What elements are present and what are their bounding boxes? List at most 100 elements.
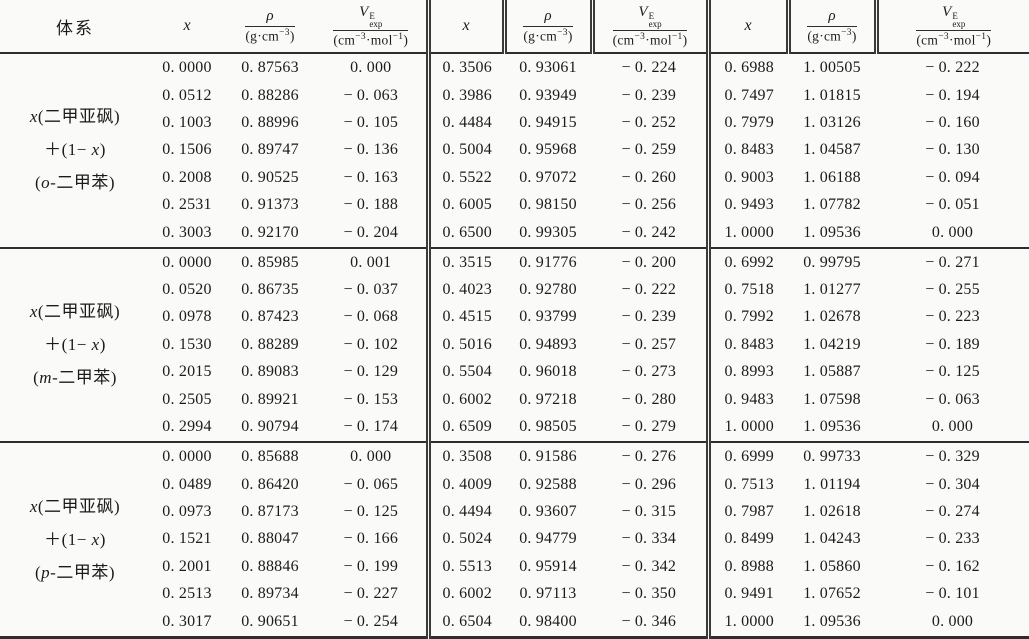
rho-value-cell: 0. 97072: [519, 168, 577, 186]
rho-value-cell: 0. 85985: [241, 253, 299, 271]
vexp-value-cell: 0. 000: [931, 418, 974, 436]
x-value-cell: 0. 3508: [425, 442, 504, 472]
x-value-cell: 0. 6988: [705, 53, 788, 82]
vexp-value-cell: − 0. 271: [925, 253, 980, 271]
x-value-cell: 0. 4494: [425, 498, 504, 526]
vexp-unit-exponent-2: −1: [392, 32, 404, 43]
vexp-value-cell: − 0. 136: [343, 141, 399, 159]
vexp-value-cell: − 0. 105: [343, 113, 399, 131]
x-value-cell: 0. 2505: [162, 390, 212, 408]
vexp-value-cell: − 0. 274: [925, 503, 980, 521]
system-label-cell: x(二甲亚砜) ＋(1− x) (m-二甲苯): [0, 248, 150, 443]
x-value-cell: 0. 2513: [162, 585, 212, 603]
system-x2: x: [91, 140, 100, 160]
vexp-value-cell: − 0. 224: [621, 58, 677, 76]
table-row: 0. 1506 0. 89747 − 0. 136 0. 5004 0. 95968 − …: [0, 136, 1029, 164]
header-x: x: [425, 0, 504, 53]
vexp-value-cell: − 0. 188: [343, 195, 399, 213]
rho-value-cell: 1. 05887: [803, 363, 861, 381]
x-value-cell: 0. 7513: [705, 471, 788, 499]
table-row: 0. 2513 0. 89734 − 0. 227 0. 6002 0. 97113 − …: [0, 580, 1029, 608]
vexp-value-cell: − 0. 051: [925, 195, 980, 213]
rho-fraction: ρ (g·cm−3): [523, 8, 573, 44]
x-value-cell: 0. 1521: [162, 530, 212, 548]
rho-value-cell: 0. 87563: [241, 58, 299, 76]
x-value-cell: 0. 5522: [425, 163, 504, 192]
x-value-cell: 0. 7518: [705, 276, 788, 304]
vexp-subscript: exp: [648, 19, 662, 30]
rho-value-cell: 0. 98400: [519, 612, 577, 630]
x-value-cell: 0. 0000: [162, 448, 212, 466]
table-row: 0. 3017 0. 90651 − 0. 254 0. 6504 0. 98400 − …: [0, 607, 1029, 638]
vexp-value-cell: − 0. 194: [925, 86, 980, 104]
rho-value-cell: 0. 88996: [241, 113, 299, 131]
x-value-cell: 0. 0973: [162, 503, 212, 521]
rho-value-cell: 0. 94915: [519, 113, 577, 131]
rho-unit-post: ): [567, 28, 573, 44]
rho-value-cell: 0. 97218: [519, 390, 577, 408]
x-value-cell: 1. 0000: [705, 607, 788, 638]
vexp-value-cell: 0. 000: [350, 58, 392, 76]
vexp-value-cell: − 0. 239: [621, 86, 677, 104]
x-value-cell: 0. 2008: [162, 168, 212, 186]
vexp-value-cell: − 0. 102: [343, 335, 399, 353]
rho-value-cell: 0. 87173: [241, 503, 299, 521]
x-value-cell: 0. 0000: [162, 58, 212, 76]
vexp-value-cell: − 0. 346: [621, 612, 677, 630]
rho-value-cell: 0. 89747: [241, 141, 299, 159]
system-x2: x: [91, 334, 100, 354]
rho-value-cell: 1. 04587: [803, 141, 861, 159]
x-value-cell: 0. 9491: [705, 580, 788, 608]
rho-fraction: ρ (g·cm−3): [807, 7, 857, 44]
vexp-value-cell: − 0. 276: [621, 448, 677, 466]
rho-value-cell: 1. 01194: [803, 475, 861, 493]
x-value-cell: 0. 5504: [425, 358, 504, 386]
vexp-value-cell: − 0. 130: [925, 141, 980, 159]
vexp-unit-mid: ·mol: [948, 32, 976, 48]
rho-value-cell: 1. 01815: [803, 86, 861, 104]
rho-numerator: ρ: [807, 7, 857, 28]
x-value-cell: 0. 6005: [425, 191, 504, 219]
header-rho: ρ (g·cm−3): [785, 0, 876, 53]
vexp-value-cell: − 0. 279: [621, 418, 677, 436]
rho-value-cell: 1. 09536: [803, 223, 861, 241]
vexp-unit-mid: ·mol: [645, 32, 672, 48]
rho-value-cell: 0. 92588: [519, 475, 577, 493]
table-row: 0. 0978 0. 87423 − 0. 068 0. 4515 0. 93799 − …: [0, 303, 1029, 332]
system-isomer: p: [41, 562, 51, 582]
vexp-value-cell: − 0. 160: [925, 113, 980, 131]
rho-symbol: ρ: [828, 7, 836, 24]
vexp-unit-mid: ·mol: [365, 32, 393, 48]
rho-value-cell: 0. 93799: [519, 308, 577, 326]
x-value-cell: 0. 5024: [425, 525, 504, 554]
vexp-unit-post: ): [986, 32, 992, 48]
rho-value-cell: 0. 99795: [803, 253, 861, 271]
table-row: x(二甲亚砜) ＋(1− x) (p-二甲苯) 0. 0000 0. 85688 0. 0…: [0, 442, 1029, 582]
vexp-value-cell: − 0. 125: [925, 363, 980, 381]
vexp-value-cell: − 0. 252: [621, 113, 677, 131]
x-value-cell: 0. 4484: [425, 109, 504, 137]
vexp-value-cell: − 0. 163: [343, 168, 399, 186]
system-label-line-2: ＋(1− x): [0, 135, 150, 165]
x-value-cell: 0. 6504: [425, 607, 504, 638]
rho-value-cell: 1. 04219: [803, 335, 861, 353]
x-value-cell: 0. 4009: [425, 471, 504, 499]
system-isomer: m: [39, 367, 53, 387]
vexp-subscript: exp: [369, 19, 383, 30]
system-component-2: -二甲苯): [52, 367, 117, 387]
section-o-xylene: x(二甲亚砜) ＋(1− x) (o-二甲苯) 0. 0000 0. 87563 0. 0…: [0, 53, 1029, 248]
vexp-value-cell: − 0. 242: [621, 223, 677, 241]
x-value-cell: 0. 8499: [705, 525, 788, 554]
vexp-value-cell: − 0. 342: [621, 557, 677, 575]
system-component-2: -二甲苯): [50, 173, 115, 193]
header-system: 体系: [0, 0, 150, 53]
vexp-value-cell: 0. 000: [350, 448, 392, 466]
system-label-cell: x(二甲亚砜) ＋(1− x) (o-二甲苯): [0, 53, 150, 248]
system-label-line-3: (o-二甲苯): [0, 168, 150, 198]
vexp-value-cell: − 0. 273: [621, 363, 677, 381]
